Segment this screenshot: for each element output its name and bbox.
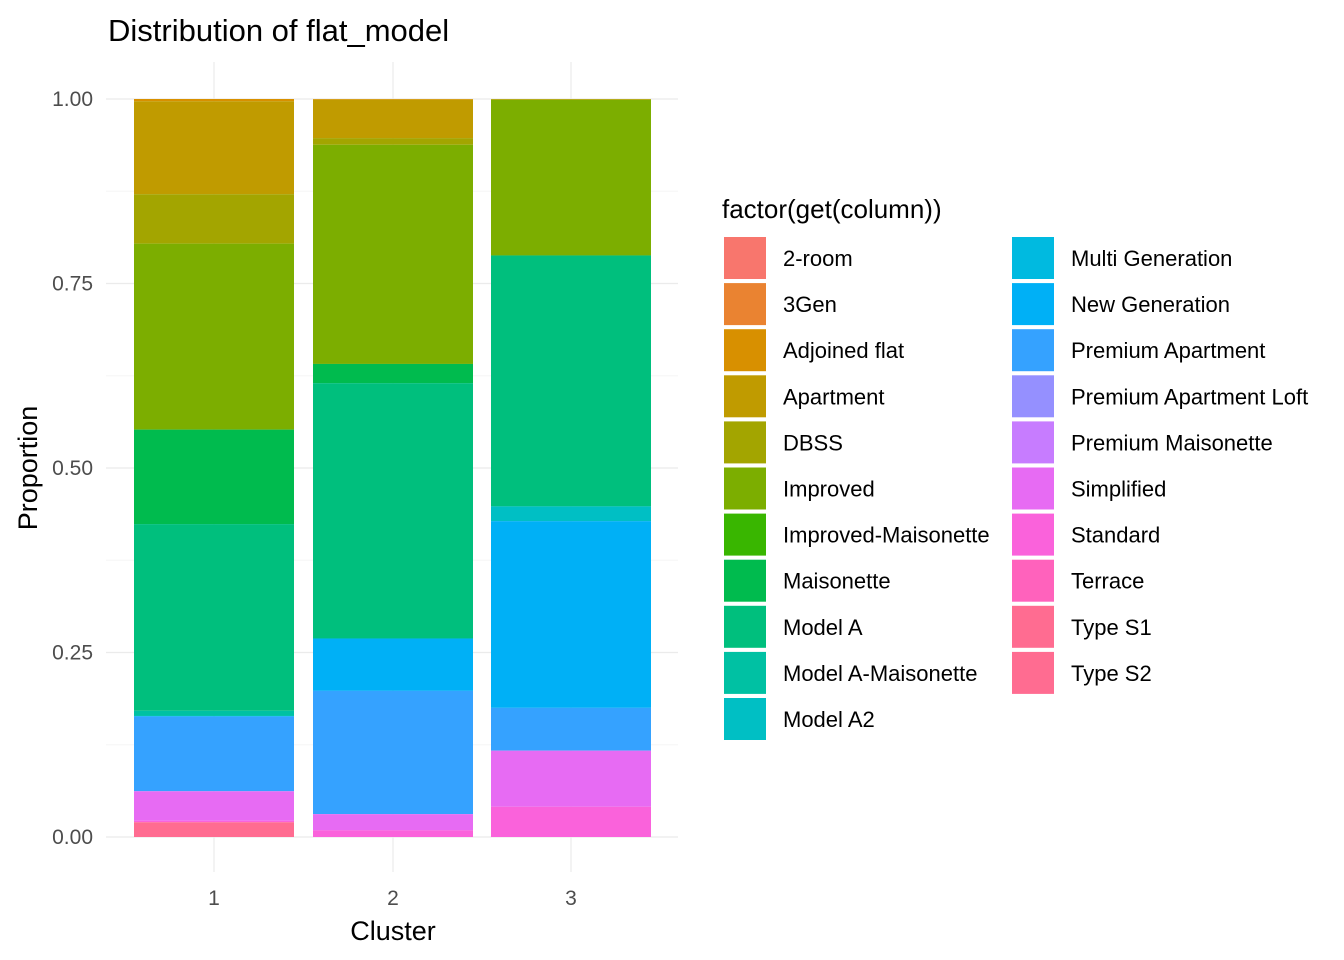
legend-label: Maisonette (783, 569, 891, 594)
y-tick-label: 0.25 (52, 642, 93, 665)
legend-key (724, 698, 766, 740)
legend-title: factor(get(column)) (722, 194, 942, 224)
bar-segment (313, 383, 473, 639)
y-tick-label: 1.00 (52, 88, 93, 111)
legend-key (1012, 421, 1054, 464)
x-axis-title: Cluster (350, 916, 436, 946)
y-axis-title: Proportion (13, 406, 43, 531)
bar-segment (491, 750, 651, 807)
bar-segment (313, 99, 473, 100)
bar-segment (313, 814, 473, 831)
legend-label: Type S1 (1071, 615, 1152, 640)
bar-segment (134, 194, 294, 244)
legend-key (724, 559, 766, 602)
legend-label: Model A (783, 615, 863, 640)
legend-key (1012, 375, 1054, 418)
legend-key (724, 513, 766, 556)
bar-segment (134, 429, 294, 525)
legend-label: Premium Apartment Loft (1071, 384, 1308, 409)
legend-label: Model A2 (783, 707, 875, 732)
legend-label: Model A-Maisonette (783, 661, 977, 686)
legend: factor(get(column)) 2-room 3Gen Adjoined f… (722, 194, 1308, 740)
legend-label: Adjoined flat (783, 338, 904, 363)
legend-key (724, 329, 766, 372)
chart-title: Distribution of flat_model (108, 13, 449, 48)
bar-segment (313, 99, 473, 139)
bar-segment (491, 99, 651, 256)
legend-label: Terrace (1071, 569, 1144, 594)
legend-key (1012, 651, 1054, 694)
bar-segment (134, 716, 294, 792)
legend-label: Standard (1071, 523, 1160, 548)
legend-label: Simplified (1071, 477, 1166, 502)
legend-key (1012, 513, 1054, 556)
x-tick-label: 1 (208, 887, 220, 910)
legend-key (724, 237, 766, 279)
legend-key (1012, 283, 1054, 326)
x-tick-label: 2 (387, 887, 399, 910)
legend-key (1012, 329, 1054, 372)
legend-key (724, 651, 766, 694)
y-tick-label: 0.50 (52, 457, 93, 480)
legend-key (724, 375, 766, 418)
y-tick-label: 0.00 (52, 826, 93, 849)
legend-label: Premium Apartment (1071, 338, 1265, 363)
bar-segment (134, 822, 294, 837)
y-tick-label: 0.75 (52, 273, 93, 296)
legend-key (1012, 467, 1054, 510)
legend-key (724, 421, 766, 464)
legend-key (724, 283, 766, 326)
bar-segment (134, 99, 294, 102)
legend-label: DBSS (783, 430, 843, 455)
legend-label: 2-room (783, 246, 853, 271)
x-tick-label: 3 (565, 887, 577, 910)
legend-key (724, 605, 766, 648)
legend-label: Premium Maisonette (1071, 430, 1273, 455)
bar-segment (491, 506, 651, 522)
legend-label: Multi Generation (1071, 246, 1232, 271)
legend-label: Improved (783, 477, 875, 502)
bar-segment (313, 144, 473, 364)
legend-key (724, 467, 766, 510)
legend-label: 3Gen (783, 292, 837, 317)
bar-segment (491, 255, 651, 507)
legend-key (1012, 559, 1054, 602)
bar-segment (134, 791, 294, 821)
bar-segment (313, 830, 473, 837)
bar-segment (491, 99, 651, 100)
bar-segment (134, 715, 294, 717)
bar-segment (134, 524, 294, 711)
bar-segment (313, 638, 473, 691)
legend-label: Type S2 (1071, 661, 1152, 686)
legend-label: New Generation (1071, 292, 1230, 317)
axis-layer: 0.00 0.25 0.50 0.75 1.00 1 2 3 (52, 88, 577, 910)
bar-segment (134, 243, 294, 430)
bar-segment (134, 710, 294, 716)
bar-layer (134, 99, 651, 837)
bar-segment (491, 707, 651, 751)
bar-segment (313, 138, 473, 145)
legend-label: Improved-Maisonette (783, 523, 990, 548)
bar-segment (313, 363, 473, 384)
legend-key (1012, 237, 1054, 279)
bar-segment (491, 521, 651, 708)
bar-segment (134, 101, 294, 195)
bar-segment (313, 690, 473, 815)
legend-key (1012, 605, 1054, 648)
bar-segment (491, 806, 651, 837)
legend-label: Apartment (783, 384, 885, 409)
bar-segment (134, 820, 294, 823)
